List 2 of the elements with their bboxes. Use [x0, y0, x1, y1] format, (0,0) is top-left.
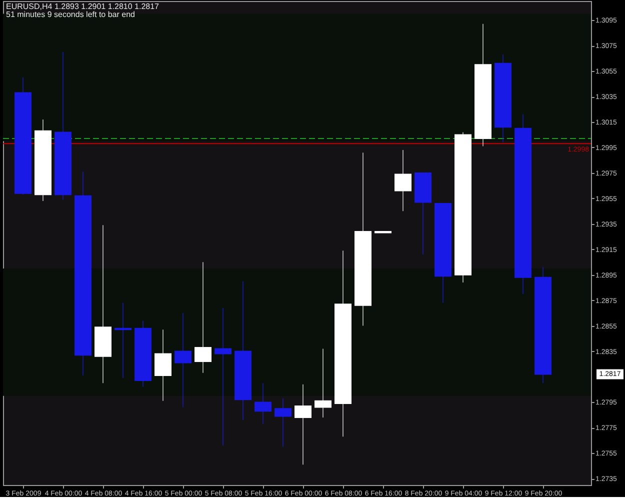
chart-title: EURUSD,H4 1.2893 1.2901 1.2810 1.2817: [6, 2, 160, 11]
text: 51 minutes 9 seconds left to bar end: [6, 10, 135, 19]
